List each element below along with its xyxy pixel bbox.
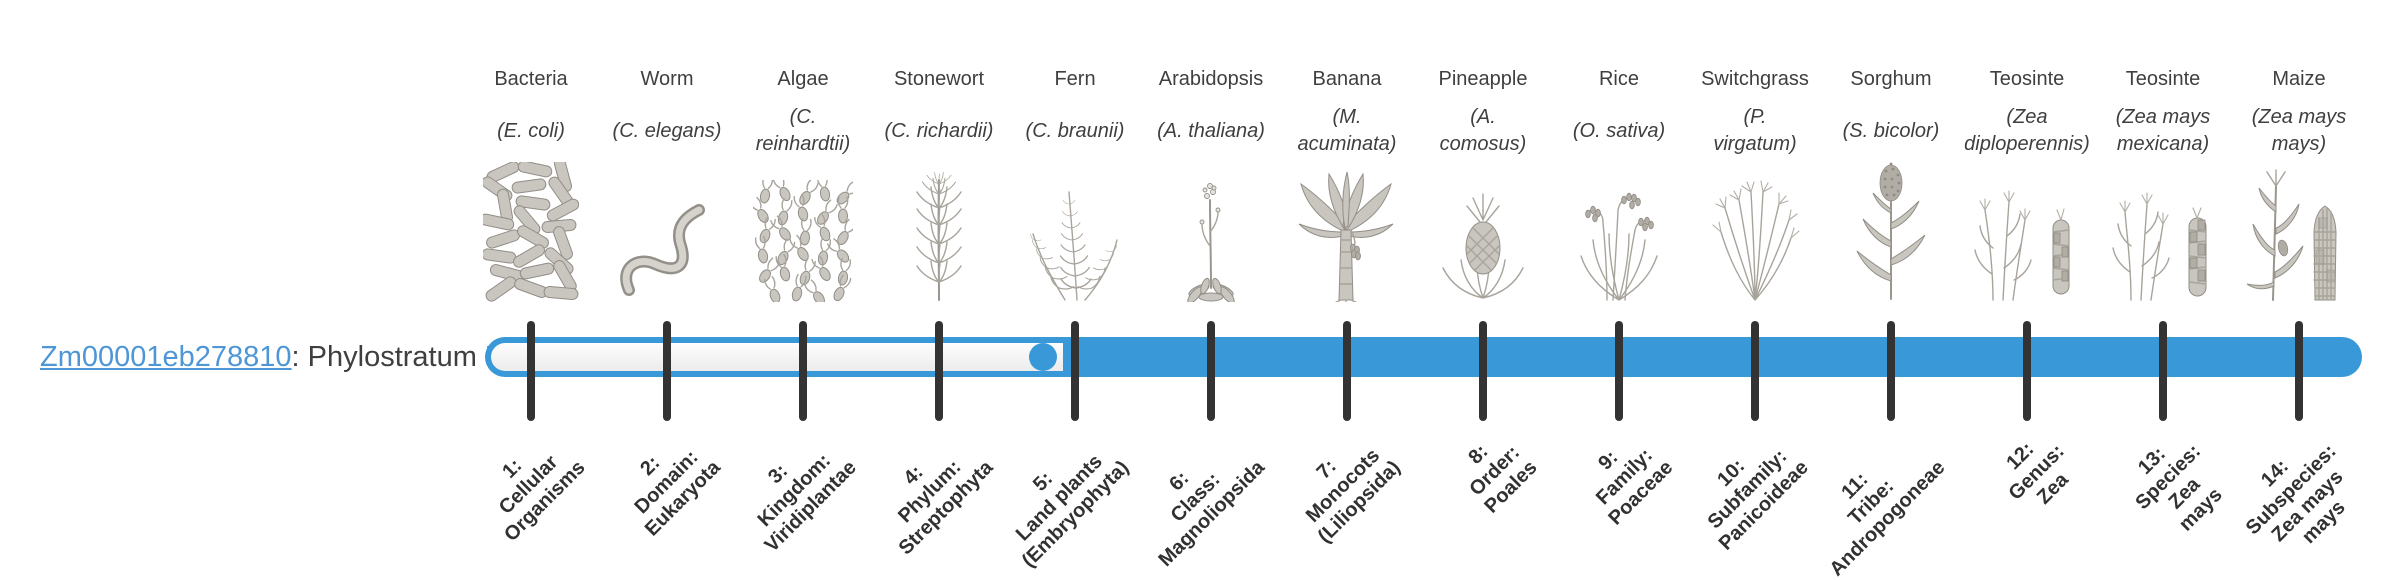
stratum-label: 5: Land plants (Embryophyta) [1011, 450, 1134, 572]
organism-name: Arabidopsis [1158, 68, 1264, 90]
organism-name: Worm [640, 68, 694, 90]
organism-name: Maize [2272, 68, 2326, 90]
organism-scientific-name: (S. bicolor) [1842, 119, 1940, 142]
organism-scientific-name: (C. braunii) [1025, 119, 1125, 142]
tick-mark [1207, 321, 1215, 421]
organism-name: Algae [777, 68, 829, 90]
tick-mark [935, 321, 943, 421]
tick-mark [1479, 321, 1487, 421]
teosinte-mexicana-illustration [2095, 148, 2231, 302]
switchgrass-illustration [1687, 148, 1823, 302]
organism-name: Teosinte [1989, 68, 2065, 90]
organism-name: Pineapple [1438, 68, 1528, 90]
teosinte-diploperennis-illustration [1959, 148, 2095, 302]
organism-name: Teosinte [2125, 68, 2201, 90]
organism-scientific-name: (C. richardii) [884, 119, 994, 142]
column-stonewort: Stonewort (C. richardii) 4: Phylum: Stre… [869, 0, 1009, 580]
organism-scientific-name: (E. coli) [497, 119, 565, 142]
organism-scientific-name: (Zea mays mexicana) [2115, 106, 2211, 155]
column-switchgrass: Switchgrass (P. virgatum) 10: Subfamily:… [1685, 0, 1825, 580]
column-worm: Worm (C. elegans) 2: Domain: Eukaryota [597, 0, 737, 580]
organism-scientific-name: (C. reinhardtii) [755, 106, 851, 155]
tick-mark [1615, 321, 1623, 421]
tick-mark [1071, 321, 1079, 421]
organism-scientific-name: (Zea mays mays) [2251, 106, 2347, 155]
organism-name: Sorghum [1850, 68, 1932, 90]
tick-mark [799, 321, 807, 421]
stratum-label: 4: Phylum: Streptophyta [893, 455, 998, 560]
worm-illustration [599, 148, 735, 302]
organism-scientific-name: (A. comosus) [1439, 106, 1527, 155]
organism-name: Fern [1054, 68, 1096, 90]
column-teosinte-mexicana: Teosinte (Zea mays mexicana) 13: Species… [2093, 0, 2233, 580]
organism-scientific-name: (Zea diploperennis) [1964, 106, 2090, 155]
stratum-label: 7: Monocots (Liliopsida) [1302, 444, 1406, 548]
stratum-label: 10: Subfamily: Panicoideae [1703, 445, 1814, 555]
tick-mark [2295, 321, 2303, 421]
tick-mark [663, 321, 671, 421]
organism-scientific-name: (P. virgatum) [1713, 106, 1797, 155]
organism-name: Banana [1312, 68, 1382, 90]
column-fern: Fern (C. braunii) 5: Land plants (Embryo… [1005, 0, 1145, 580]
column-teosinte-diploperennis: Teosinte (Zea diploperennis) 12: Genus: … [1957, 0, 2097, 580]
organism-scientific-name: (A. thaliana) [1157, 119, 1265, 142]
organism-name: Rice [1598, 68, 1639, 90]
fill-start-cap [1029, 343, 1057, 371]
tick-mark [1887, 321, 1895, 421]
bacteria-illustration [463, 148, 599, 302]
sorghum-illustration [1823, 148, 1959, 302]
organism-scientific-name: (C. elegans) [612, 119, 722, 142]
stratum-label: 14: Subspecies: Zea mays mays [2241, 440, 2350, 549]
column-algae: Algae (C. reinhardtii) 3: Kingdom: Virid… [733, 0, 873, 580]
tick-mark [2159, 321, 2167, 421]
tick-mark [2023, 321, 2031, 421]
gene-id-link[interactable]: Zm00001eb278810 [40, 341, 292, 373]
organism-scientific-name: (M. acuminata) [1297, 106, 1397, 155]
stratum-label: 8: Order: Poales [1463, 440, 1542, 518]
arabidopsis-illustration [1143, 148, 1279, 302]
stonewort-illustration [871, 148, 1007, 302]
unfilled-track [491, 343, 1063, 371]
organism-scientific-name: (O. sativa) [1572, 119, 1666, 142]
column-pineapple: Pineapple (A. comosus) 8: Order: Poales [1413, 0, 1553, 580]
pineapple-illustration [1415, 148, 1551, 302]
column-bacteria: Bacteria (E. coli) 1: Cellular Organisms [461, 0, 601, 580]
tick-mark [1751, 321, 1759, 421]
gene-label: Zm00001eb278810: Phylostratum 5 [40, 341, 501, 374]
stratum-label: 3: Kingdom: Viridiplantae [753, 449, 862, 557]
tick-mark [1343, 321, 1351, 421]
organism-name: Bacteria [494, 68, 568, 90]
fern-illustration [1007, 148, 1143, 302]
rice-illustration [1551, 148, 1687, 302]
organism-name: Stonewort [893, 68, 985, 90]
algae-illustration [735, 148, 871, 302]
stratum-label: 2: Domain: Eukaryota [630, 446, 726, 541]
phylostratum-text: : Phylostratum 5 [291, 341, 502, 373]
phylostratum-bar [485, 337, 2362, 377]
column-rice: Rice (O. sativa) 9: Family: Poaceae [1549, 0, 1689, 580]
organism-name: Switchgrass [1701, 68, 1809, 90]
column-arabidopsis: Arabidopsis (A. thaliana) 6: Class: Magn… [1141, 0, 1281, 580]
tick-mark [527, 321, 535, 421]
column-banana: Banana (M. acuminata) 7: Monocots (Lilio… [1277, 0, 1417, 580]
stratum-label: 6: Class: Magnoliopsida [1154, 456, 1270, 572]
stratum-label: 12: Genus: Zea [2002, 438, 2073, 509]
maize-illustration [2231, 148, 2367, 302]
column-maize: Maize (Zea mays mays) 14: Subspecies: Ze… [2229, 0, 2369, 580]
stratum-label: 13: Species: Zea mays [2131, 440, 2227, 536]
stratum-label: 1: Cellular Organisms [494, 451, 590, 546]
banana-illustration [1279, 148, 1415, 302]
column-sorghum: Sorghum (S. bicolor) 11: Tribe: Andropog… [1821, 0, 1961, 580]
stratum-label: 9: Family: Poaceae [1591, 444, 1678, 530]
